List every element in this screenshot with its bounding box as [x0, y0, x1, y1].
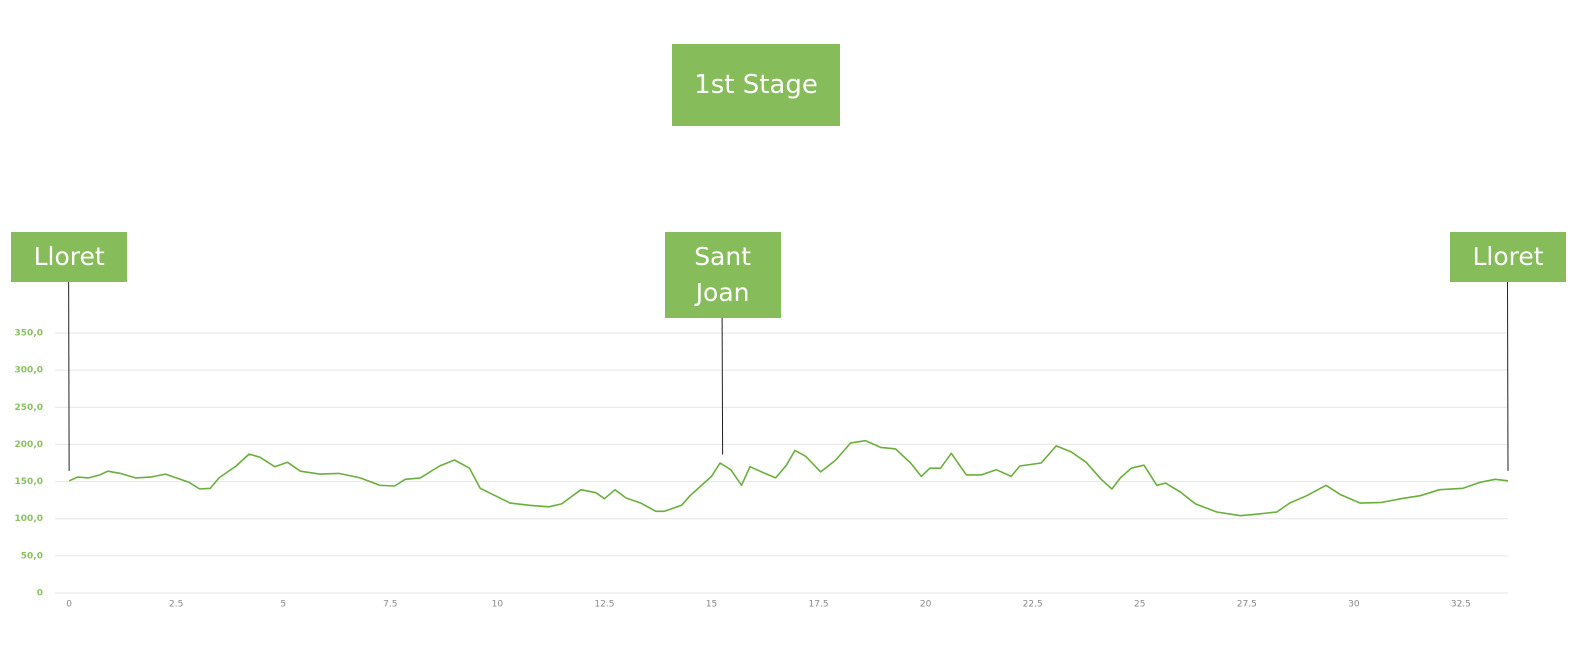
x-tick-label: 7.5	[383, 600, 397, 610]
y-tick-label: 300,0	[15, 366, 43, 376]
annotation-label: Lloret	[1450, 232, 1566, 282]
x-tick-label: 17.5	[809, 600, 829, 610]
y-tick-label: 50,0	[21, 551, 43, 561]
y-tick-label: 350,0	[15, 329, 43, 339]
x-tick-label: 30	[1348, 600, 1360, 610]
x-tick-label: 5	[280, 600, 286, 610]
annotation-pointer	[68, 281, 70, 471]
annotation-pointer	[1507, 281, 1509, 471]
x-tick-label: 15	[706, 600, 717, 610]
chart-title: 1st Stage	[672, 44, 840, 126]
x-tick-label: 12.5	[594, 600, 614, 610]
x-tick-label: 2.5	[169, 600, 183, 610]
y-tick-label: 100,0	[15, 514, 43, 524]
x-tick-label: 25	[1134, 600, 1145, 610]
y-tick-label: 200,0	[15, 440, 43, 450]
x-tick-label: 32.5	[1451, 600, 1471, 610]
y-tick-label: 0	[37, 589, 43, 599]
x-tick-label: 0	[66, 600, 72, 610]
x-tick-label: 22.5	[1023, 600, 1043, 610]
y-tick-label: 250,0	[15, 403, 43, 413]
annotation-label: Lloret	[11, 232, 128, 282]
annotation-pointer	[721, 317, 724, 455]
annotation-label: Sant Joan	[664, 232, 781, 318]
x-tick-label: 27.5	[1237, 600, 1257, 610]
elevation-line	[68, 439, 1509, 517]
x-tick-label: 20	[920, 600, 932, 610]
x-tick-label: 10	[492, 600, 504, 610]
y-tick-label: 150,0	[15, 477, 43, 487]
